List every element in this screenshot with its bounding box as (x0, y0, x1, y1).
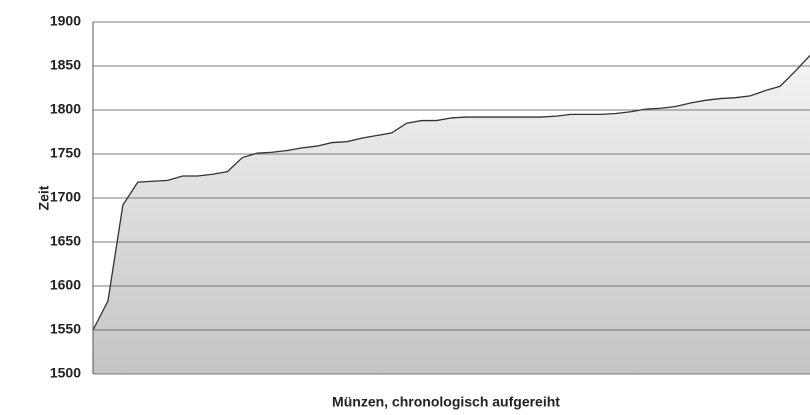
y-tick-label: 1500 (50, 365, 81, 381)
y-tick-label: 1850 (50, 57, 81, 73)
area (93, 55, 810, 374)
y-tick-label: 1550 (50, 321, 81, 337)
x-axis-label: Münzen, chronologisch aufgereiht (332, 394, 560, 410)
y-axis-label: Zeit (36, 185, 52, 210)
y-tick-label: 1900 (50, 13, 81, 29)
line (92, 54, 810, 331)
y-tick-label: 1600 (50, 277, 81, 293)
y-tick-label: 1750 (50, 145, 81, 161)
y-tick-label: 1700 (50, 189, 81, 205)
y-tick-label: 1650 (50, 233, 81, 249)
y-tick-label: 1800 (50, 101, 81, 117)
